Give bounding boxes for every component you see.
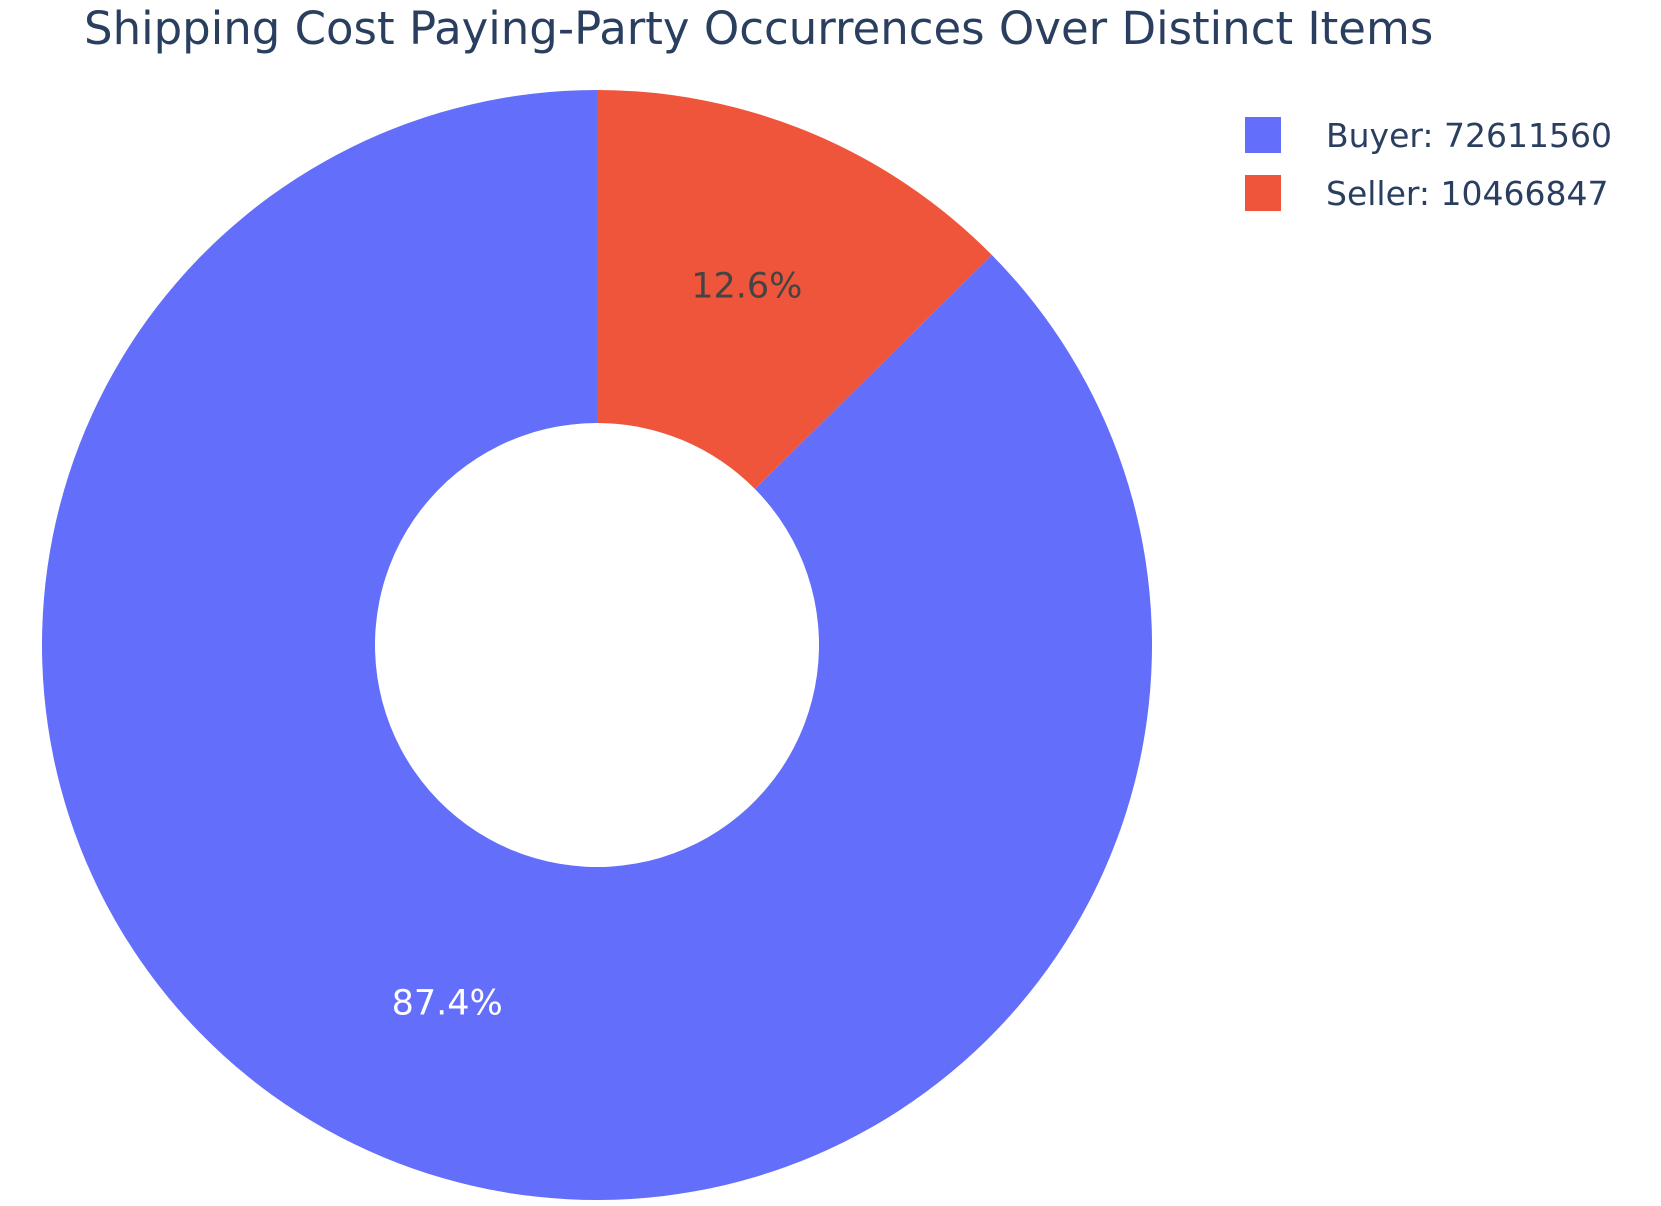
slice-buyer[interactable] <box>41 90 1153 1201</box>
legend-swatch-buyer <box>1245 117 1281 153</box>
slice-label-buyer: 87.4% <box>392 983 503 1023</box>
slices-layer <box>41 90 1153 1201</box>
legend-item-buyer[interactable]: Buyer: 72611560 <box>1245 115 1612 155</box>
legend-label-seller: Seller: 10466847 <box>1326 173 1609 213</box>
legend-swatch-seller <box>1245 175 1281 211</box>
slice-label-seller: 12.6% <box>691 267 802 307</box>
chart-title: Shipping Cost Paying-Party Occurrences O… <box>84 2 1434 55</box>
legend-item-seller[interactable]: Seller: 10466847 <box>1245 173 1612 213</box>
slice-labels-layer: 87.4% 12.6% <box>392 267 803 1024</box>
slice-seller[interactable] <box>597 90 992 489</box>
legend: Buyer: 72611560 Seller: 10466847 <box>1245 115 1612 233</box>
legend-label-buyer: Buyer: 72611560 <box>1326 115 1612 155</box>
